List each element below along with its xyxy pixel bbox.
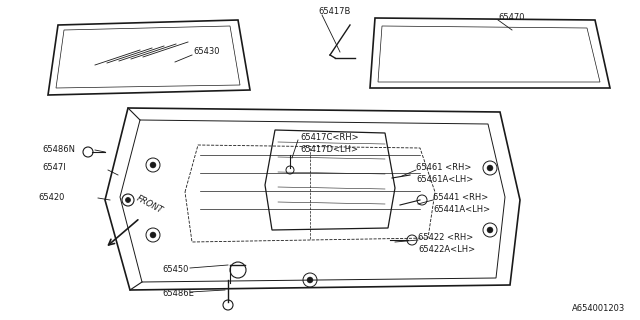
Text: 65417B: 65417B — [318, 7, 350, 17]
Circle shape — [487, 227, 493, 233]
Text: 65422A<LH>: 65422A<LH> — [418, 244, 475, 253]
Circle shape — [487, 165, 493, 171]
Circle shape — [150, 232, 156, 238]
Text: 65461 <RH>: 65461 <RH> — [416, 164, 472, 172]
Text: 65430: 65430 — [193, 47, 220, 57]
Text: A654001203: A654001203 — [572, 304, 625, 313]
Circle shape — [150, 162, 156, 168]
Text: FRONT: FRONT — [135, 194, 164, 215]
Text: 65441 <RH>: 65441 <RH> — [433, 194, 488, 203]
Text: 65470: 65470 — [498, 13, 525, 22]
Text: 65422 <RH>: 65422 <RH> — [418, 233, 473, 242]
Text: 65417D<LH>: 65417D<LH> — [300, 146, 358, 155]
Text: 65417C<RH>: 65417C<RH> — [300, 133, 358, 142]
Circle shape — [125, 197, 131, 203]
Text: 65486N: 65486N — [42, 146, 75, 155]
Text: 6547I: 6547I — [42, 164, 66, 172]
Text: 65441A<LH>: 65441A<LH> — [433, 205, 490, 214]
Text: 65420: 65420 — [38, 194, 65, 203]
Text: 65450: 65450 — [162, 266, 188, 275]
Text: 65486E: 65486E — [162, 289, 194, 298]
Text: 65461A<LH>: 65461A<LH> — [416, 175, 473, 185]
Circle shape — [307, 277, 313, 283]
